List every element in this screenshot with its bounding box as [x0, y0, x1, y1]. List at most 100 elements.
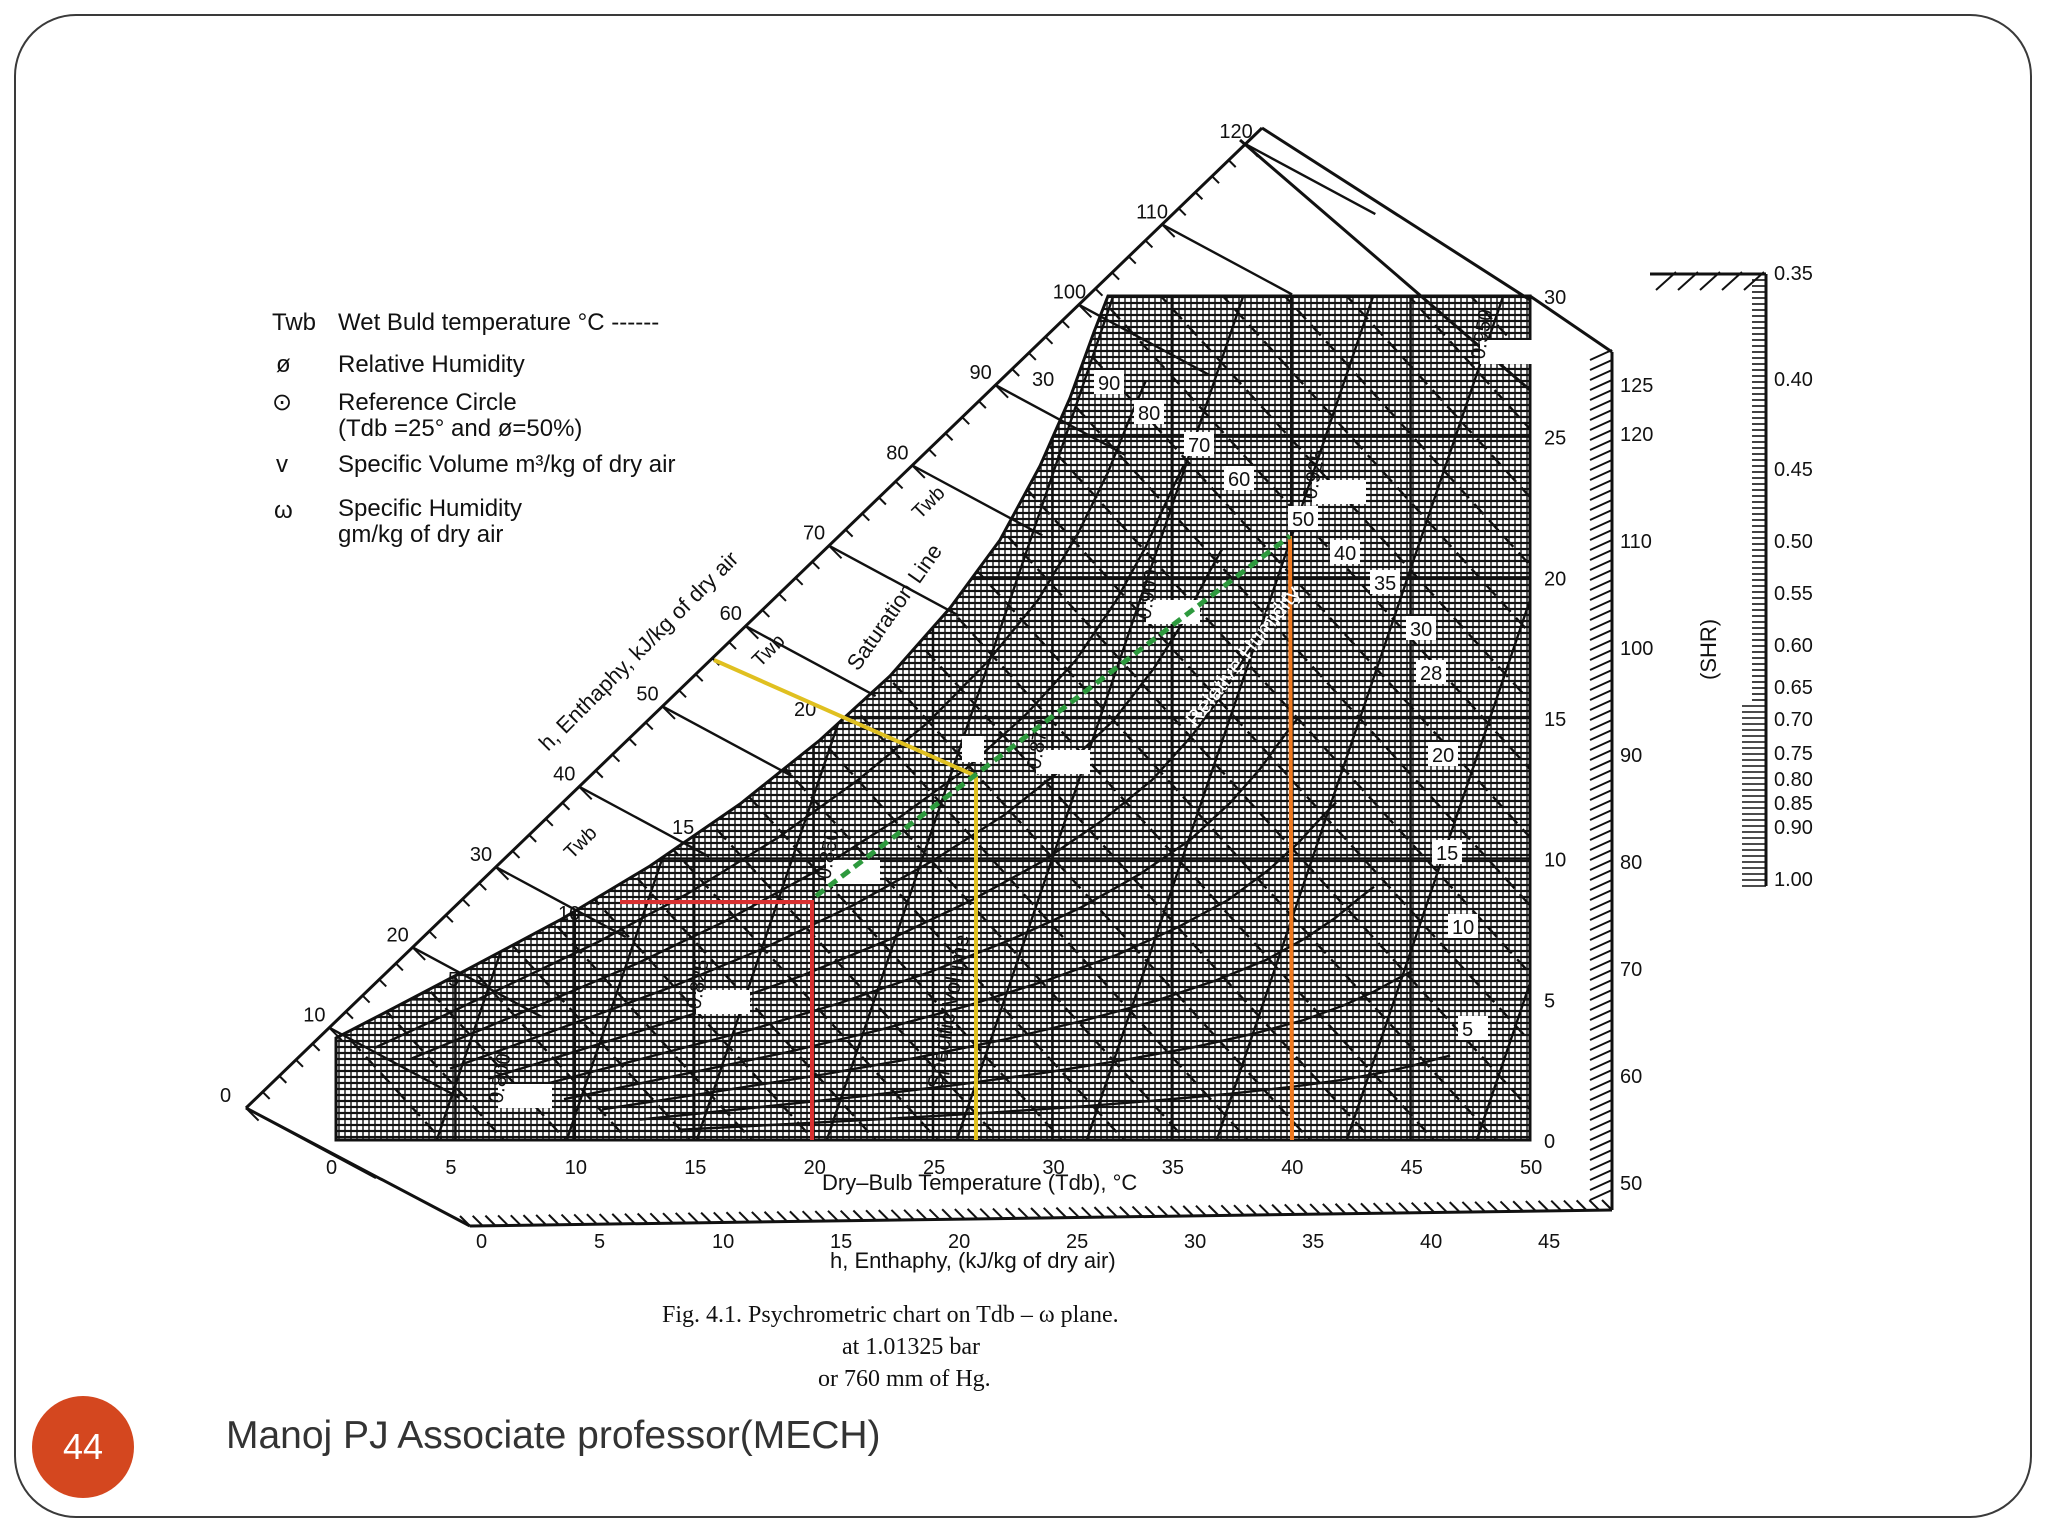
x-tick-label: 20 — [804, 1157, 826, 1179]
right-scale-tick — [1589, 539, 1613, 551]
enthalpy-diag-tick — [1128, 255, 1137, 265]
enthalpy-bottom-tick — [598, 1213, 611, 1225]
right-scale-tick — [1589, 429, 1613, 441]
rh-value-label: 20 — [1432, 745, 1454, 767]
enthalpy-diag-tick — [1011, 368, 1020, 377]
x-tick-label: 30 — [1042, 1157, 1064, 1179]
wetbulb-value-label: 5 — [448, 969, 459, 991]
enthalpy-bottom-tick — [1017, 1207, 1030, 1219]
right-scale-tick — [1589, 1019, 1613, 1031]
enthalpy-connector — [828, 544, 960, 617]
enthalpy-bottom-tick — [1258, 1204, 1271, 1216]
enthalpy-bottom-tick — [1525, 1200, 1537, 1212]
enthalpy-diag-tick — [478, 882, 487, 891]
shr-hatch — [1699, 271, 1721, 291]
rh-value-label: 30 — [1410, 619, 1432, 641]
enthalpy-bottom-tick — [649, 1212, 662, 1225]
rh-value-group: 40 — [1330, 540, 1360, 565]
enthalpy-bottom-tick — [839, 1209, 852, 1222]
chart-scales — [244, 126, 1768, 1228]
enthalpy-bottom-tick — [1169, 1205, 1182, 1217]
enthalpy-connector — [1244, 143, 1376, 216]
sv-value-bg — [696, 990, 750, 1014]
enthalpy-diag-tick-label: 80 — [886, 442, 908, 464]
enthalpy-diag-tick-label: 30 — [470, 844, 492, 866]
enthalpy-diag-tick — [1044, 336, 1054, 345]
rh-value-bg — [1094, 370, 1124, 394]
caption-line-2: at 1.01325 bar — [842, 1334, 980, 1360]
enthalpy-diag-tick — [1028, 352, 1037, 361]
wetbulb-line — [1189, 296, 1530, 1140]
right-scale-tick — [1589, 1039, 1613, 1051]
rh-value-bg — [1224, 466, 1254, 490]
enthalpy-bottom-tick — [1601, 1199, 1613, 1211]
x-axis-title: Dry–Bulb Temperature (Tdb), °C — [822, 1170, 1137, 1195]
rh-value-group: 90 — [1094, 370, 1124, 395]
enthalpy-bottom-tick — [954, 1208, 966, 1220]
enthalpy-diag-tick-label: 10 — [303, 1005, 325, 1027]
enthalpy-diag-tick-label: 100 — [1053, 282, 1086, 304]
rh-value-group: 35 — [1370, 570, 1400, 595]
rh-value-group: 50 — [1288, 506, 1318, 531]
twb-marker: Twb — [908, 482, 949, 523]
legend-text-omega: Specific Humidity — [338, 495, 522, 522]
rh-curve — [487, 632, 1262, 1080]
enthalpy-diag-tick-label: 20 — [387, 924, 409, 946]
enthalpy-bottom-tick — [497, 1214, 509, 1227]
x-tick-label: 25 — [923, 1157, 945, 1179]
enthalpy-diag-tick — [1227, 159, 1237, 168]
enthalpy-bottom-tick — [1081, 1206, 1093, 1218]
right-scale-tick — [1589, 729, 1613, 741]
enthalpy-bottom-tick — [1042, 1207, 1055, 1219]
enthalpy-bottom-tick — [966, 1208, 979, 1220]
right-scale-tick — [1589, 399, 1613, 411]
enthalpy-bottom-tick — [1385, 1202, 1397, 1214]
legend-symbol-twb: Twb — [272, 309, 316, 336]
reference-point-marker — [962, 736, 984, 762]
legend-symbol-phi: ø — [276, 351, 291, 378]
right-scale-tick-label: 100 — [1620, 638, 1653, 660]
twb-marker: Twb — [748, 630, 789, 671]
enthalpy-bottom-tick — [1195, 1204, 1207, 1217]
enthalpy-bottom-tick — [1398, 1202, 1410, 1214]
legend-text-twb: Wet Buld temperature °C ------ — [338, 309, 659, 336]
right-scale-tick — [1589, 589, 1613, 601]
enthalpy-diag-tick — [628, 737, 637, 747]
enthalpy-bottom-tick — [814, 1210, 826, 1222]
volume-line — [818, 296, 1122, 1140]
right-scale-tick-label: 120 — [1620, 424, 1653, 446]
x-tick-label: 40 — [1281, 1157, 1303, 1179]
enthalpy-diag-tick — [694, 673, 704, 682]
legend-text-omega-unit: gm/kg of dry air — [338, 521, 503, 548]
enthalpy-bottom-tick — [636, 1212, 649, 1225]
enthalpy-bottom-tick — [1207, 1204, 1220, 1217]
wetbulb-line — [1065, 296, 1530, 1140]
enthalpy-diag-tick — [545, 818, 554, 827]
rh-value-bg — [1288, 506, 1318, 530]
enthalpy-bottom-tick — [662, 1212, 674, 1224]
enthalpy-diag-tick — [961, 416, 970, 425]
right-scale-tick — [1589, 759, 1613, 771]
footer-author: Manoj PJ Associate professor(MECH) — [226, 1414, 881, 1457]
enthalpy-bottom-tick — [1423, 1201, 1436, 1214]
right-scale-tick — [1589, 1139, 1613, 1151]
right-scale-tick — [1589, 359, 1613, 371]
rh-value-label: 15 — [1436, 843, 1458, 865]
sv-value-bg — [498, 1084, 552, 1108]
rh-value-label: 28 — [1420, 663, 1442, 685]
right-scale-tick — [1589, 659, 1613, 671]
enthalpy-diag-tick-label: 60 — [720, 603, 742, 625]
enthalpy-bottom-tick — [675, 1212, 687, 1224]
rh-value-group: 70 — [1184, 432, 1214, 457]
shr-label: (SHR) — [1696, 619, 1721, 680]
chart-annotations: 90807060504035302820151050.8000.8250.850… — [448, 308, 1534, 1108]
enthalpy-bottom-tick — [1296, 1203, 1309, 1215]
shr-hatch — [1743, 271, 1765, 291]
right-scale-tick — [1589, 1049, 1613, 1061]
enthalpy-connector — [1161, 223, 1293, 296]
right-scale-tick — [1589, 639, 1613, 651]
enthalpy-bottom-tick-label: 0 — [476, 1231, 487, 1253]
enthalpy-bottom-tick — [687, 1212, 700, 1224]
enthalpy-bottom-tick — [903, 1209, 915, 1221]
enthalpy-diag-tick — [295, 1059, 304, 1068]
